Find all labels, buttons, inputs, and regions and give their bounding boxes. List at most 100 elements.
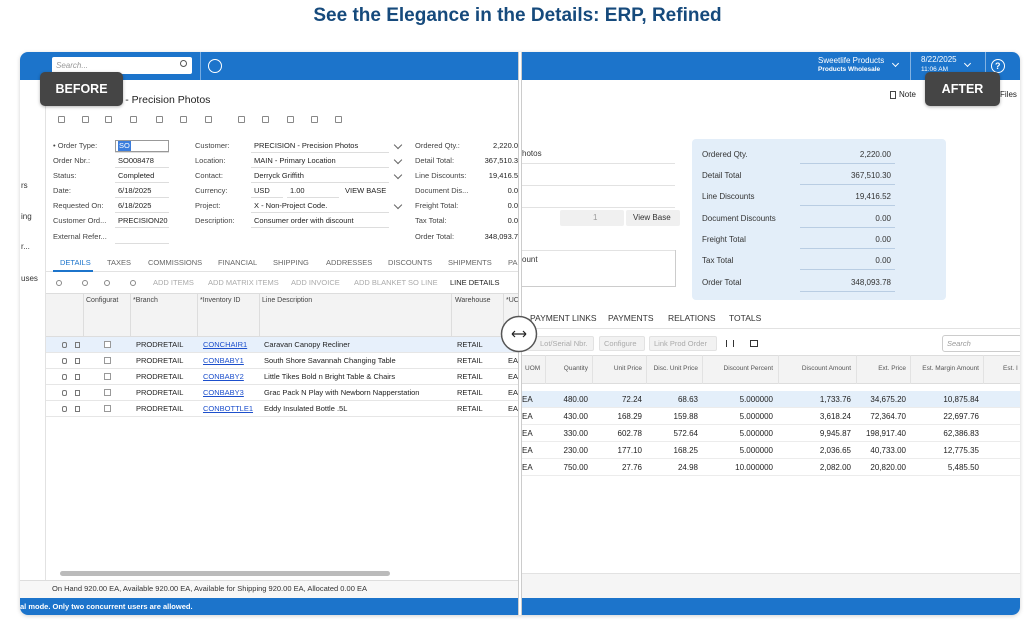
- toolbar-icon[interactable]: [262, 116, 269, 123]
- field-underline: [522, 250, 675, 251]
- action-button[interactable]: ADD INVOICE: [291, 278, 340, 287]
- column-separator: [592, 355, 593, 384]
- column-header: Ext. Price: [878, 365, 906, 372]
- field-underline: [251, 227, 389, 228]
- tab-border: [46, 271, 518, 272]
- table-row: [522, 442, 1020, 459]
- toolbar-icon[interactable]: [82, 116, 89, 123]
- search-box[interactable]: [52, 57, 192, 74]
- column-separator: [702, 355, 703, 384]
- tab[interactable]: COMMISSIONS: [148, 257, 203, 267]
- cell: PRODRETAIL: [136, 340, 184, 349]
- action-button[interactable]: [599, 336, 645, 351]
- footer-bar: [522, 598, 1020, 615]
- field-input: [560, 210, 624, 226]
- cell: 177.10: [617, 445, 642, 455]
- tab[interactable]: SHIPPING: [273, 257, 309, 267]
- cell: 5,485.50: [947, 462, 979, 472]
- cell: 10,875.84: [943, 394, 979, 404]
- note-button[interactable]: Note: [899, 90, 916, 99]
- toolbar-icon[interactable]: [105, 116, 112, 123]
- tab[interactable]: FINANCIAL: [218, 257, 258, 267]
- checkbox[interactable]: [104, 357, 111, 364]
- tab[interactable]: DETAILS: [60, 257, 91, 267]
- column-separator: [778, 355, 779, 384]
- tab[interactable]: PAYMENTS: [608, 313, 654, 323]
- tab[interactable]: ADDRESSES: [326, 257, 373, 267]
- button[interactable]: VIEW BASE: [345, 186, 387, 195]
- footer-text: al mode. Only two concurrent users are a…: [20, 601, 193, 611]
- column-separator: [646, 355, 647, 384]
- field-underline: [115, 212, 169, 213]
- toolbar-icon[interactable]: [130, 116, 137, 123]
- badge-label: AFTER: [941, 82, 984, 96]
- tab[interactable]: DISCOUNTS: [388, 257, 433, 267]
- link[interactable]: CONCHAIR1: [203, 340, 248, 349]
- cell: Little Tikes Bold n Bright Table & Chair…: [264, 372, 396, 381]
- toolbar-icon[interactable]: [205, 116, 212, 123]
- field-value: 1: [593, 213, 598, 222]
- bar-separator: [985, 52, 986, 80]
- checkbox[interactable]: [104, 341, 111, 348]
- field-underline: [115, 197, 169, 198]
- badge: [40, 72, 123, 106]
- action-button[interactable]: ADD BLANKET SO LINE: [354, 278, 438, 287]
- bar-separator: [200, 52, 201, 80]
- toolbar-icon[interactable]: [58, 116, 65, 123]
- column-separator: [856, 355, 857, 384]
- tab[interactable]: PA: [508, 257, 518, 267]
- toolbar-icon[interactable]: [750, 340, 758, 347]
- link[interactable]: CONBOTTLE1: [203, 404, 254, 413]
- column-header: Quantity: [563, 365, 588, 372]
- tab[interactable]: PAYMENT LINKS: [530, 313, 597, 323]
- field-value: MAIN - Primary Location: [254, 156, 336, 165]
- table-row: [522, 459, 1020, 476]
- summary-label: Line Discounts: [702, 192, 755, 201]
- status-text: On Hand 920.00 EA, Available 920.00 EA, …: [52, 584, 367, 593]
- column-header: *Inventory ID: [200, 297, 241, 304]
- action-label: Lot/Serial Nbr.: [540, 338, 588, 348]
- table-header: [522, 355, 1020, 384]
- search-placeholder: Search...: [56, 60, 89, 70]
- link[interactable]: CONBABY3: [203, 388, 244, 397]
- toolbar-icon[interactable]: [238, 116, 245, 123]
- table-row: [46, 353, 518, 369]
- toolbar-icon[interactable]: [335, 116, 342, 123]
- divider-handle[interactable]: [500, 315, 538, 353]
- checkbox[interactable]: [104, 389, 111, 396]
- toolbar-icon[interactable]: [82, 280, 88, 286]
- toolbar-icon[interactable]: [156, 116, 163, 123]
- toolbar-icon[interactable]: [287, 116, 294, 123]
- toolbar-icon[interactable]: [180, 116, 187, 123]
- button[interactable]: View Base: [633, 213, 671, 222]
- summary-value: 348,093.78: [850, 278, 891, 287]
- tab[interactable]: RELATIONS: [668, 313, 716, 323]
- toolbar-icon[interactable]: [104, 280, 110, 286]
- field-label: Status:: [53, 171, 77, 180]
- tab[interactable]: SHIPMENTS: [448, 257, 492, 267]
- link[interactable]: CONBABY2: [203, 372, 244, 381]
- search-box[interactable]: [942, 335, 1020, 352]
- action-button[interactable]: LINE DETAILS: [450, 278, 500, 287]
- toolbar-icon[interactable]: [56, 280, 62, 286]
- checkbox[interactable]: [104, 405, 111, 412]
- cell: 168.25: [673, 445, 698, 455]
- summary-value: 0.00: [875, 256, 891, 265]
- checkbox[interactable]: [104, 373, 111, 380]
- button-bg[interactable]: [626, 210, 680, 226]
- toolbar-icon[interactable]: [726, 340, 734, 347]
- table-row: [46, 401, 518, 417]
- cell: RETAIL: [457, 372, 483, 381]
- action-button[interactable]: ADD ITEMS: [153, 278, 194, 287]
- toolbar-icon[interactable]: [311, 116, 318, 123]
- tab[interactable]: TAXES: [107, 257, 132, 267]
- cell: Caravan Canopy Recliner: [264, 340, 350, 349]
- field-underline: [115, 152, 169, 153]
- action-button[interactable]: ADD MATRIX ITEMS: [208, 278, 279, 287]
- action-button[interactable]: [649, 336, 717, 351]
- toolbar-icon[interactable]: [130, 280, 136, 286]
- edit-icon: [393, 155, 403, 165]
- link[interactable]: CONBABY1: [203, 356, 244, 365]
- files-button[interactable]: Files: [1000, 90, 1017, 99]
- tab[interactable]: TOTALS: [729, 313, 762, 323]
